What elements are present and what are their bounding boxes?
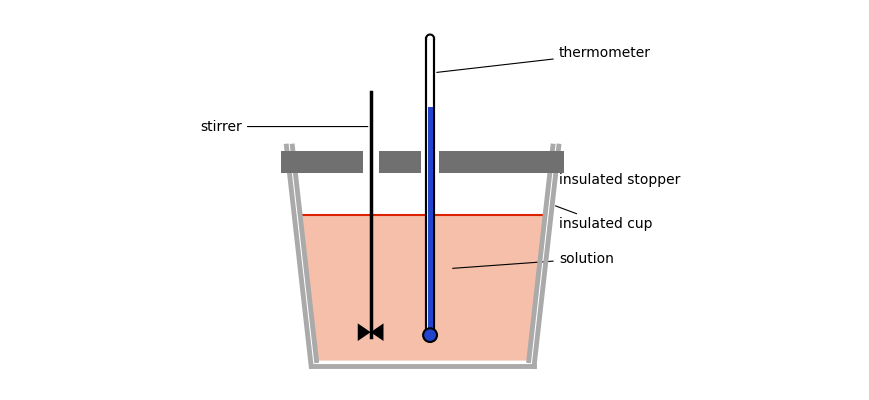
Circle shape	[422, 328, 436, 342]
Bar	[427, 330, 432, 335]
Polygon shape	[292, 146, 552, 360]
FancyBboxPatch shape	[378, 151, 421, 172]
Bar	[426, 38, 434, 335]
Text: insulated stopper: insulated stopper	[481, 162, 680, 188]
Text: insulated cup: insulated cup	[554, 206, 652, 232]
Polygon shape	[300, 215, 545, 360]
Text: solution: solution	[452, 252, 613, 268]
Text: thermometer: thermometer	[436, 46, 650, 72]
Polygon shape	[357, 323, 383, 341]
Bar	[427, 107, 432, 330]
FancyBboxPatch shape	[282, 151, 362, 172]
Text: stirrer: stirrer	[200, 120, 368, 134]
Polygon shape	[426, 34, 434, 38]
FancyBboxPatch shape	[439, 151, 563, 172]
